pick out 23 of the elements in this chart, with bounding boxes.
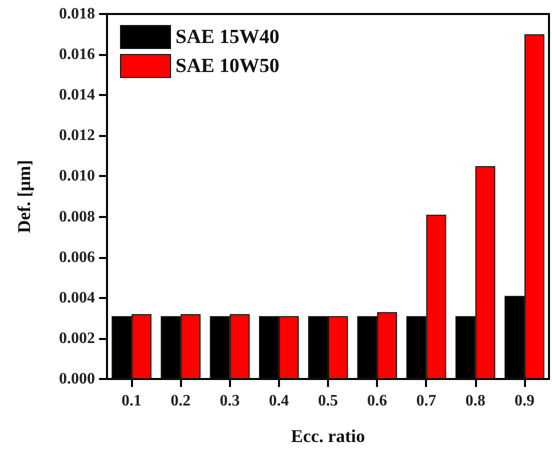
- y-tick-label: 0.000: [59, 370, 95, 388]
- x-tick-label: 0.2: [170, 392, 191, 410]
- x-tick-label: 0.8: [465, 392, 486, 410]
- y-tick-label: 0.006: [59, 248, 95, 266]
- y-tick-label: 0.008: [59, 208, 95, 226]
- y-axis-title: Def. [μm]: [14, 160, 34, 234]
- y-tick-label: 0.016: [59, 46, 95, 64]
- x-tick-label: 0.5: [318, 392, 338, 410]
- y-tick-label: 0.014: [59, 86, 95, 104]
- y-tick-label: 0.010: [59, 168, 95, 185]
- x-tick-label: 0.4: [268, 392, 289, 410]
- x-tick-label: 0.1: [122, 392, 142, 410]
- y-tick-label: 0.012: [59, 127, 95, 144]
- x-tick-label: 0.3: [220, 392, 240, 410]
- x-tick-label: 0.6: [367, 392, 388, 410]
- x-axis-title: Ecc. ratio: [291, 426, 365, 446]
- y-tick-label: 0.002: [59, 330, 95, 347]
- x-tick-label: 0.7: [416, 392, 436, 410]
- legend-label: SAE 15W40: [176, 26, 280, 48]
- y-tick-label: 0.004: [59, 289, 95, 306]
- legend-label: SAE 10W50: [176, 55, 280, 77]
- y-tick-label: 0.018: [59, 6, 95, 22]
- x-tick-label: 0.9: [514, 392, 534, 410]
